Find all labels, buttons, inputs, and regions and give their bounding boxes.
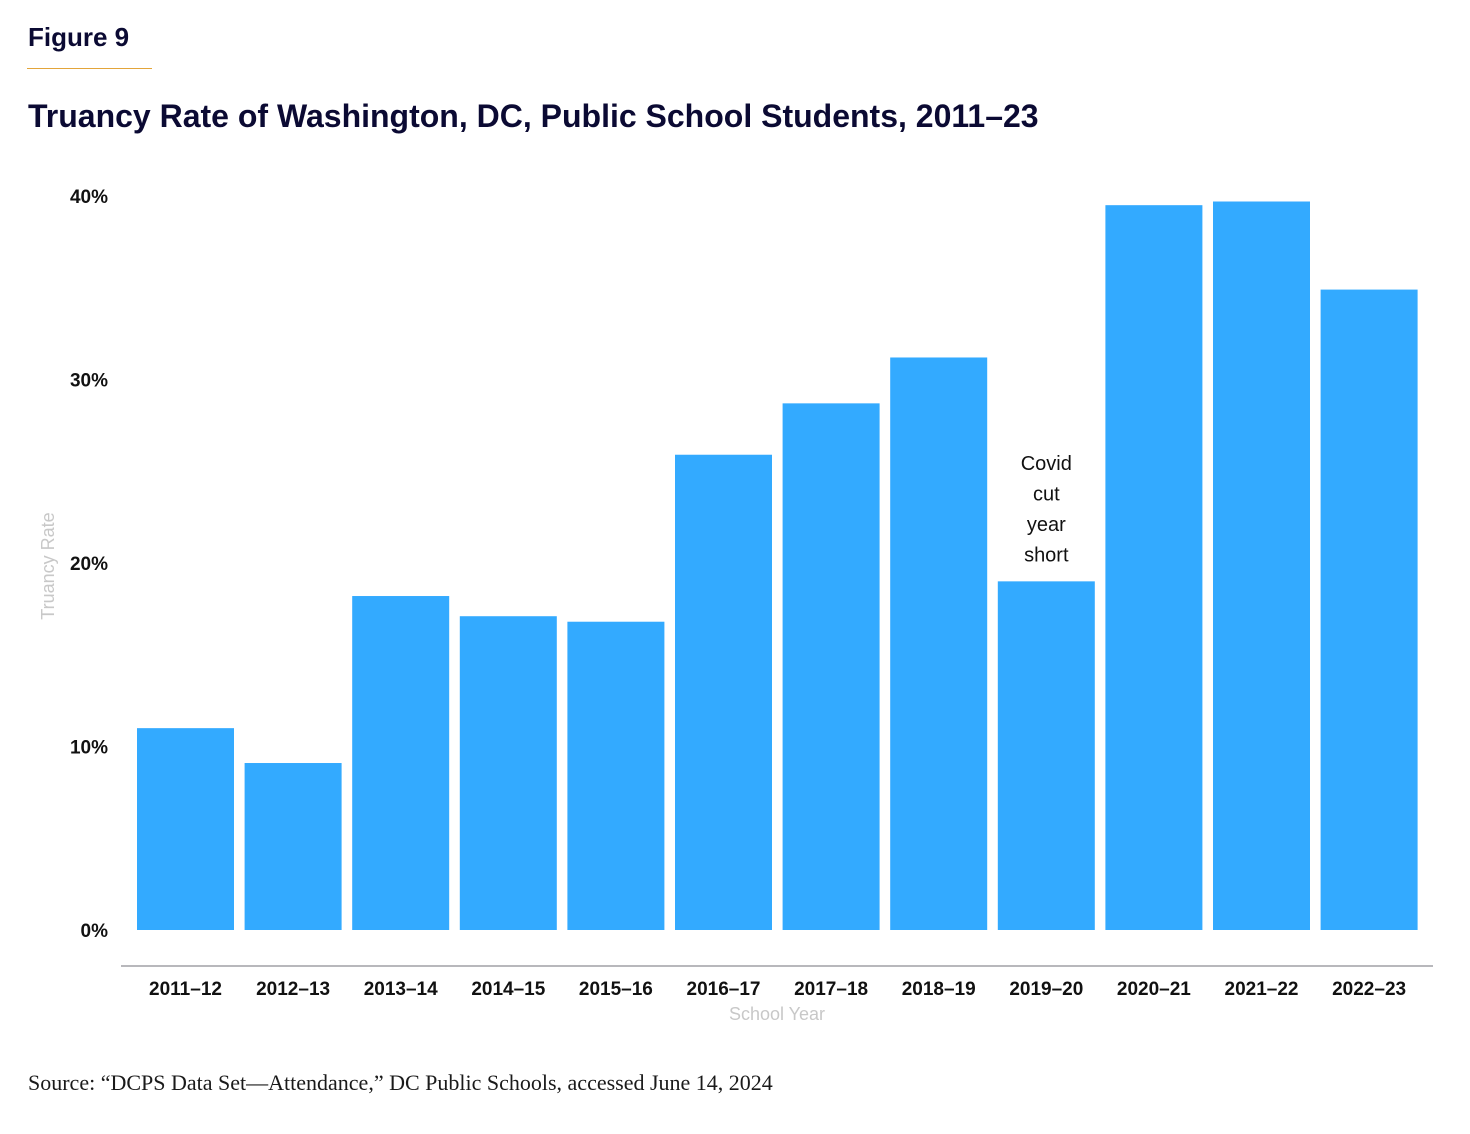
- x-tick-label: 2021–22: [1225, 979, 1299, 1000]
- figure-label: Figure 9: [28, 22, 130, 52]
- figure-label-rule: [27, 68, 152, 69]
- x-tick-label: 2014–15: [471, 979, 545, 1000]
- bar-2018–19: [890, 357, 988, 931]
- bar-2022–23: [1320, 289, 1418, 931]
- bar-2017–18: [782, 403, 880, 931]
- y-tick-label: 30%: [70, 371, 108, 392]
- x-tick-label: 2011–12: [149, 979, 222, 1000]
- bar-2013–14: [352, 596, 450, 930]
- x-tick-label: 2012–13: [256, 979, 330, 1000]
- x-tick-label: 2013–14: [364, 979, 438, 1000]
- x-tick-label: 2015–16: [579, 979, 653, 1000]
- x-axis-title: School Year: [729, 1004, 825, 1024]
- annotation-line: short: [1024, 544, 1069, 566]
- annotation-line: Covid: [1021, 453, 1072, 475]
- annotation-line: cut: [1033, 483, 1060, 505]
- x-tick-label: 2019–20: [1009, 979, 1083, 1000]
- bar-2019–20: [997, 581, 1095, 930]
- x-tick-label: 2022–23: [1332, 979, 1406, 1000]
- y-axis-title: Truancy Rate: [38, 512, 58, 619]
- x-axis-ticks: 2011–12 2012–13 2013–14 2014–15 2015–16 2016–…: [149, 979, 1406, 1000]
- bar-2012–13: [244, 763, 342, 930]
- chart-title: Truancy Rate of Washington, DC, Public S…: [28, 98, 1039, 134]
- x-tick-label: 2016–17: [687, 979, 761, 1000]
- bar-2011–12: [137, 728, 234, 930]
- bars: [137, 201, 1418, 931]
- y-tick-label: 40%: [70, 187, 108, 208]
- annotation-line: year: [1027, 514, 1066, 536]
- y-axis-ticks: 0% 10% 20% 30% 40%: [70, 187, 108, 942]
- x-tick-label: 2020–21: [1117, 979, 1191, 1000]
- bar-2020–21: [1105, 205, 1203, 931]
- bar-2021–22: [1213, 201, 1310, 930]
- x-tick-label: 2017–18: [794, 979, 868, 1000]
- bar-2014–15: [459, 616, 557, 930]
- bar-2015–16: [567, 621, 665, 930]
- source-note: Source: “DCPS Data Set—Attendance,” DC P…: [28, 1070, 773, 1095]
- y-tick-label: 0%: [81, 921, 109, 942]
- annotations: Covid cut year short: [1021, 453, 1072, 566]
- bar-2016–17: [675, 454, 772, 930]
- y-tick-label: 20%: [70, 554, 108, 575]
- x-tick-label: 2018–19: [902, 979, 976, 1000]
- y-tick-label: 10%: [70, 738, 108, 759]
